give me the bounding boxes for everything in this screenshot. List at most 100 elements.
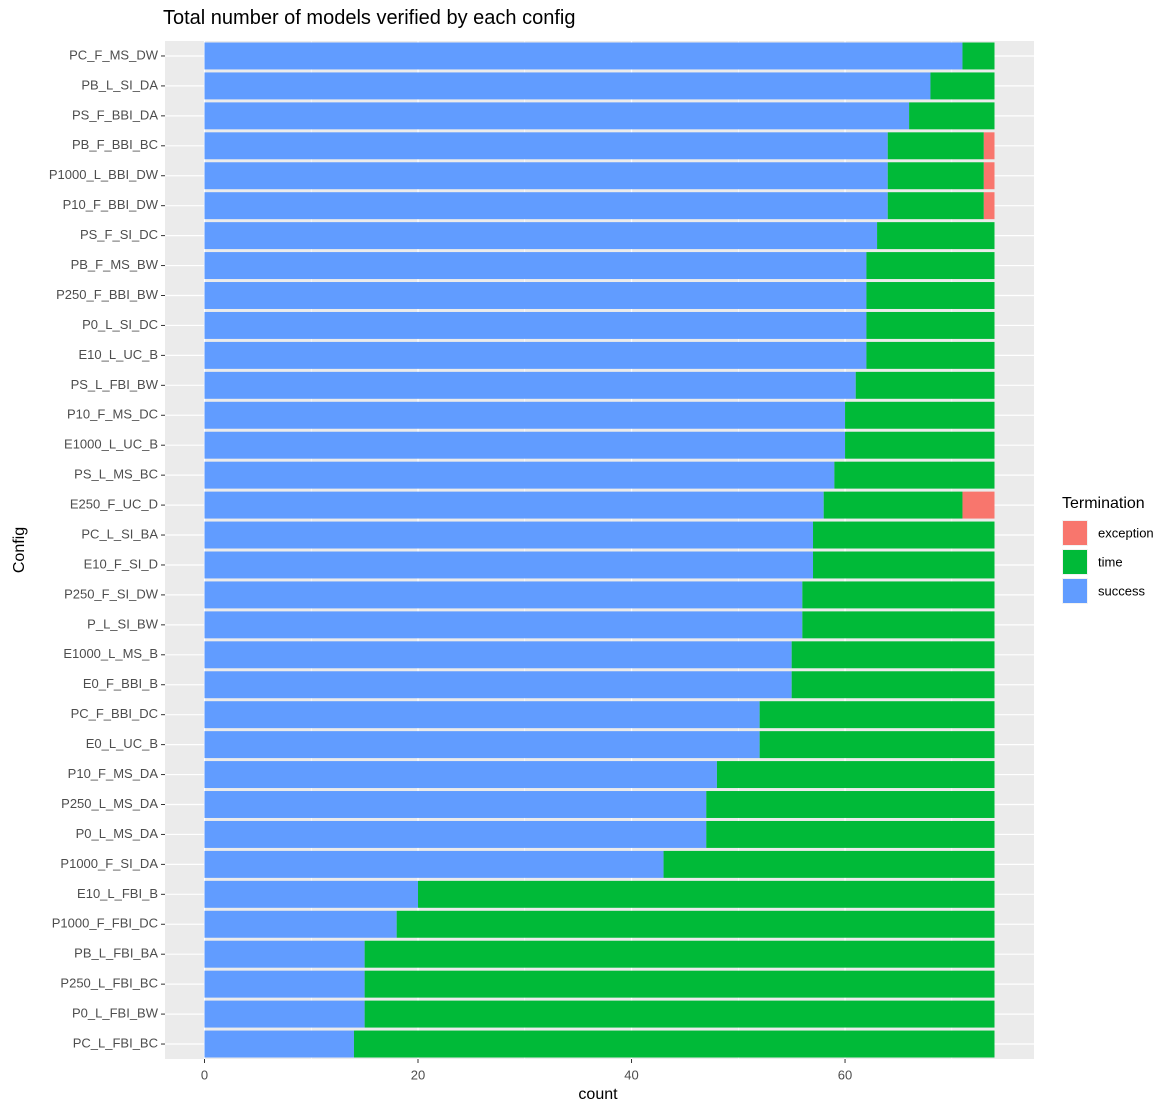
x-tick-label: 0 xyxy=(201,1067,208,1082)
y-tick-label: PC_F_BBI_DC xyxy=(71,706,158,721)
y-tick-label: PB_L_SI_DA xyxy=(81,77,158,92)
bar-segment xyxy=(396,910,995,938)
bar-segment xyxy=(813,551,995,579)
bar-segment xyxy=(887,162,984,190)
x-tick-label: 40 xyxy=(624,1067,638,1082)
legend-swatch xyxy=(1063,521,1087,545)
bar-segment xyxy=(716,761,995,789)
bar-segment xyxy=(204,970,365,998)
bar-segment xyxy=(204,761,717,789)
y-tick-label: E10_L_FBI_B xyxy=(77,886,158,901)
bar-segment xyxy=(353,1030,995,1058)
bar-segment xyxy=(204,132,888,160)
y-tick-label: P10_F_BBI_DW xyxy=(63,197,159,212)
legend-swatch xyxy=(1063,579,1087,603)
bar-segment xyxy=(364,970,995,998)
y-tick-label: PB_F_BBI_BC xyxy=(72,137,158,152)
y-tick-label: P250_F_SI_DW xyxy=(64,586,159,601)
y-tick-label: E1000_L_UC_B xyxy=(64,437,158,452)
bar-segment xyxy=(866,341,995,369)
bar-segment xyxy=(204,701,760,729)
bar-segment xyxy=(204,880,419,908)
y-tick-label: P0_L_SI_DC xyxy=(82,317,158,332)
y-tick-label: PS_L_FBI_BW xyxy=(71,377,159,392)
bar-segment xyxy=(204,341,867,369)
bar-segment xyxy=(866,252,995,280)
bar-segment xyxy=(204,820,707,848)
bar-segment xyxy=(418,880,995,908)
bar-segment xyxy=(204,252,867,280)
y-tick-label: PC_L_SI_BA xyxy=(81,526,158,541)
x-axis-title: count xyxy=(578,1086,618,1103)
bar-segment xyxy=(983,162,995,190)
y-tick-label: P250_L_MS_DA xyxy=(61,796,158,811)
bar-segment xyxy=(962,491,995,519)
bar-segment xyxy=(204,401,846,429)
bar-segment xyxy=(364,1000,995,1028)
bar-segment xyxy=(706,791,995,818)
y-tick-label: P10_F_MS_DA xyxy=(68,766,159,781)
y-tick-label: P0_L_MS_DA xyxy=(76,826,159,841)
bar-segment xyxy=(204,461,835,489)
y-tick-label: P1000_L_BBI_DW xyxy=(49,167,159,182)
bar-segment xyxy=(909,102,995,130)
bar-segment xyxy=(204,431,846,459)
bar-segment xyxy=(204,551,814,579)
bar-segment xyxy=(204,671,792,699)
bar-segment xyxy=(791,641,995,669)
y-tick-label: PS_L_MS_BC xyxy=(74,467,158,482)
bar-segment xyxy=(204,850,664,878)
bar-segment xyxy=(204,1000,365,1028)
bar-segment xyxy=(962,42,995,70)
bar-segment xyxy=(204,192,888,220)
bar-segment xyxy=(204,1030,354,1058)
bar-segment xyxy=(204,162,888,190)
bar-segment xyxy=(866,311,995,339)
bar-segment xyxy=(823,491,963,519)
bar-segment xyxy=(855,371,995,399)
legend-label: time xyxy=(1098,554,1123,569)
bar-segment xyxy=(204,102,910,130)
y-axis-title: Config xyxy=(11,527,28,573)
bar-segment xyxy=(930,72,995,100)
bar-segment xyxy=(983,132,995,160)
y-tick-label: E250_F_UC_D xyxy=(70,497,158,512)
bar-segment xyxy=(204,940,365,968)
y-tick-label: E10_L_UC_B xyxy=(79,347,159,362)
y-tick-label: PB_L_FBI_BA xyxy=(74,946,158,961)
legend-swatch xyxy=(1063,550,1087,574)
y-tick-label: P1000_F_SI_DA xyxy=(60,856,158,871)
bar-segment xyxy=(364,940,995,968)
bar-segment xyxy=(759,701,995,729)
bar-segment xyxy=(706,820,995,848)
bar-segment xyxy=(802,611,995,639)
bar-segment xyxy=(204,581,803,609)
y-tick-label: P1000_F_FBI_DC xyxy=(52,916,158,931)
bar-segment xyxy=(204,641,792,669)
y-tick-label: P250_L_FBI_BC xyxy=(60,976,158,991)
y-tick-label: PB_F_MS_BW xyxy=(71,257,159,272)
bar-segment xyxy=(204,371,856,399)
bar-segment xyxy=(845,401,995,429)
bar-segment xyxy=(791,671,995,699)
bar-segment xyxy=(204,491,824,519)
y-tick-label: P_L_SI_BW xyxy=(87,616,159,631)
legend-label: exception xyxy=(1098,525,1154,540)
y-tick-label: PC_F_MS_DW xyxy=(69,47,159,62)
bar-segment xyxy=(663,850,995,878)
bar-segment xyxy=(834,461,995,489)
x-tick-label: 60 xyxy=(838,1067,852,1082)
bar-segment xyxy=(983,192,995,220)
y-tick-label: PC_L_FBI_BC xyxy=(73,1035,158,1050)
y-tick-label: PS_F_BBI_DA xyxy=(72,107,158,122)
bar-segment xyxy=(204,72,931,100)
y-tick-label: P10_F_MS_DC xyxy=(67,407,158,422)
legend-label: success xyxy=(1098,583,1145,598)
bar-segment xyxy=(813,521,995,549)
bar-segment xyxy=(845,431,995,459)
bar-segment xyxy=(887,192,984,220)
bar-segment xyxy=(204,222,878,250)
legend-title: Termination xyxy=(1062,495,1145,512)
bar-segment xyxy=(204,521,814,549)
